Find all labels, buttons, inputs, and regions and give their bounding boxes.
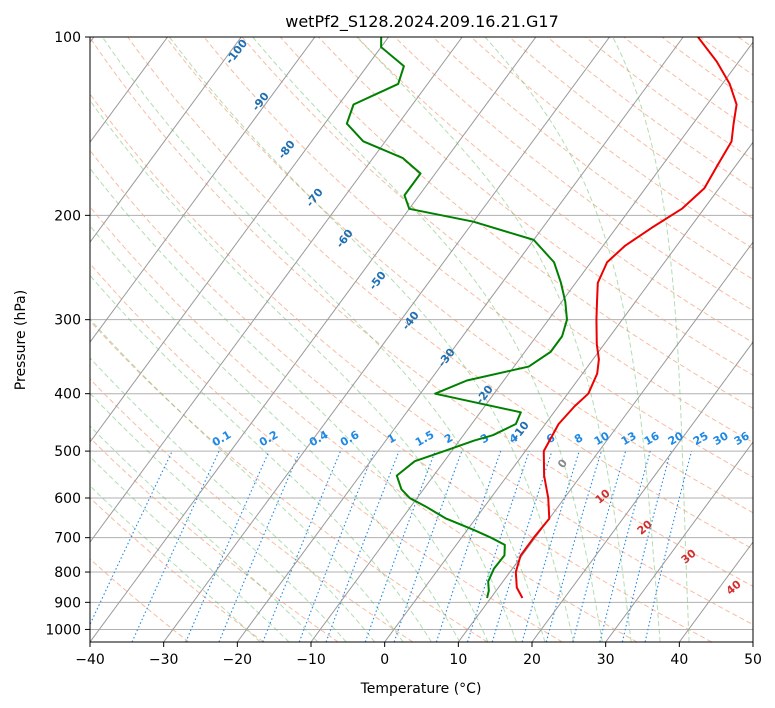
mixing-ratio-line (466, 450, 530, 642)
isotherm (90, 37, 242, 244)
mixing-ratio-line (185, 450, 270, 642)
x-axis-label: Temperature (°C) (360, 681, 482, 697)
plot-frame (89, 36, 754, 643)
y-tick-label: 900 (54, 595, 81, 611)
isotherm (236, 37, 684, 642)
dry-adiabat (90, 149, 712, 642)
dry-adiabat (90, 206, 638, 642)
dry-adiabat (90, 37, 753, 587)
moist-adiabats-layer (90, 37, 690, 642)
moist-adiabat (252, 37, 603, 642)
x-tick-label: −40 (75, 652, 105, 668)
mixing-ratio-line (435, 450, 502, 642)
isotherm (163, 37, 610, 642)
y-tick-label: 700 (54, 531, 81, 547)
dry-adiabat (241, 37, 753, 444)
mixing-ratio-line (545, 450, 602, 642)
y-tick-label: 200 (54, 208, 81, 224)
isotherm (531, 341, 753, 642)
temperature-line (514, 37, 738, 599)
x-tick-label: 30 (597, 652, 615, 668)
y-tick-label: 100 (54, 30, 81, 46)
isotherm (457, 241, 753, 642)
moist-adiabat (90, 274, 432, 642)
moist-adiabat (169, 37, 575, 642)
moist-adiabat (90, 425, 319, 642)
dry-adiabat (90, 262, 563, 642)
chart-title: wetPf2_S128.2024.209.16.21.G17 (285, 12, 559, 32)
moist-adiabat (90, 225, 461, 642)
y-tick-label: 800 (54, 565, 81, 581)
moist-adiabat (484, 37, 661, 642)
dry-adiabat (394, 37, 753, 312)
x-tick-label: 40 (670, 652, 688, 668)
x-tick-label: −30 (149, 652, 179, 668)
grid-layer (90, 37, 753, 630)
mixing-ratio-line (364, 450, 436, 642)
isotherm (90, 37, 316, 343)
x-tick-label: −10 (296, 652, 326, 668)
moist-adiabat (90, 318, 404, 642)
mixing-ratio-line (572, 450, 627, 642)
mixing-ratio-line (621, 450, 672, 642)
y-tick-label: 300 (54, 313, 81, 329)
y-tick-label: 600 (54, 491, 81, 507)
isotherm (384, 141, 753, 642)
dry-adiabat (318, 37, 753, 376)
dry-adiabat (90, 93, 753, 626)
mixing-ratio-line (599, 450, 651, 642)
mixing-ratio-line (262, 450, 342, 642)
moist-adiabat (612, 37, 690, 642)
x-tick-label: 50 (744, 652, 762, 668)
x-tick-label: 0 (380, 652, 389, 668)
mixing-ratio-line (325, 450, 400, 642)
dry-adiabat (127, 37, 753, 550)
isotherm (90, 37, 463, 543)
moist-adiabat (90, 167, 489, 642)
moist-adiabat (357, 37, 632, 642)
moist-adiabat (90, 456, 290, 642)
mixing-ratio-line (491, 450, 553, 642)
mixing-ratio-line (298, 450, 375, 642)
y-axis-label: Pressure (hPa) (13, 290, 29, 390)
x-tick-label: 20 (523, 652, 541, 668)
y-tick-label: 400 (54, 387, 81, 403)
mixing-ratio-layer (90, 450, 693, 642)
isotherm (90, 37, 389, 443)
dewpoint-line (345, 37, 568, 599)
mixing-ratio-line (521, 450, 580, 642)
moist-adiabat (102, 37, 546, 642)
moist-adiabat (90, 357, 376, 642)
isotherm (90, 37, 537, 642)
isotherm (90, 37, 168, 144)
dry-adiabat (165, 37, 753, 514)
y-tick-label: 500 (54, 444, 81, 460)
dry-adiabat (90, 558, 190, 642)
isotherm (605, 441, 753, 642)
series-layer (345, 37, 738, 599)
y-tick-label: 1000 (45, 622, 81, 638)
isotherm (310, 41, 753, 642)
moist-adiabat (90, 392, 347, 642)
x-tick-label: −20 (223, 652, 253, 668)
x-tick-label: 10 (449, 652, 467, 668)
mixing-ratio-line (218, 450, 301, 642)
isotherms-layer (90, 37, 753, 642)
axes-layer: −40 −30 −20 −10 0 10 20 30 40 50 100 200 300 400 500 60… (45, 30, 762, 668)
dry-adiabat (279, 37, 753, 410)
